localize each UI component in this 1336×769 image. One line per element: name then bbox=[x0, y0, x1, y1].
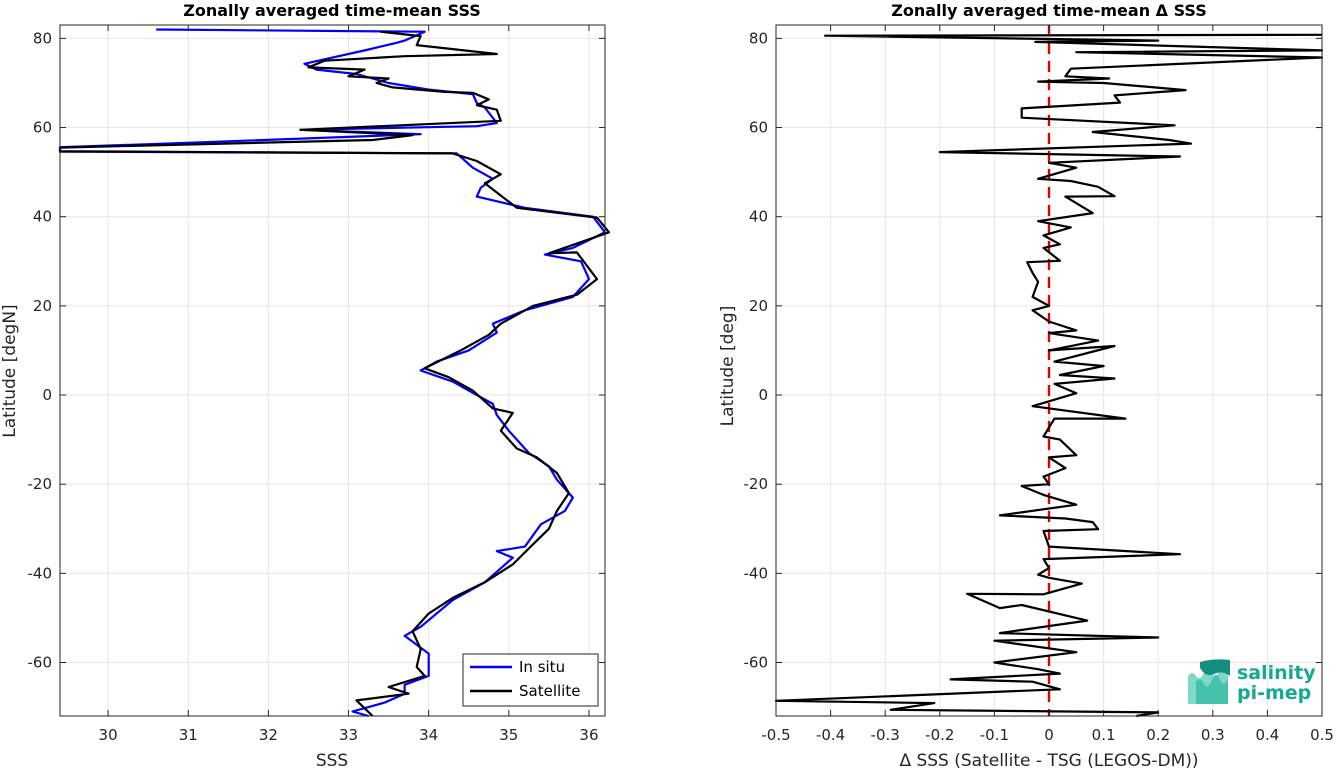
y-tick-label: 20 bbox=[749, 297, 768, 315]
x-tick-label: 33 bbox=[339, 726, 358, 744]
x-tick-label: -0.2 bbox=[925, 726, 954, 744]
ticks-left: 30 31 32 33 34 35 36 -60 -40 -20 0 20 40 60 80 bbox=[28, 25, 605, 744]
ticks-right: -0.5 -0.4 -0.3 -0.2 -0.1 0 0.1 0.2 0.3 0.4 0.5 -60 -… bbox=[744, 25, 1334, 744]
y-tick-label: 40 bbox=[749, 208, 768, 226]
x-tick-label: 0.1 bbox=[1092, 726, 1116, 744]
x-tick-label: 32 bbox=[259, 726, 278, 744]
y-tick-label: -20 bbox=[744, 475, 769, 493]
series-line-delta-sss bbox=[774, 33, 1324, 718]
legend: In situ Satellite bbox=[462, 653, 599, 707]
series-line-satellite bbox=[58, 30, 611, 717]
series-layer-left bbox=[58, 28, 611, 718]
y-tick-label: -40 bbox=[744, 564, 769, 582]
axes-box-left bbox=[59, 24, 606, 717]
chart-title-left: Zonally averaged time-mean SSS bbox=[183, 1, 481, 20]
chart-title-right: Zonally averaged time-mean Δ SSS bbox=[891, 1, 1207, 20]
y-tick-label: 0 bbox=[42, 386, 52, 404]
y-tick-label: -20 bbox=[28, 475, 53, 493]
legend-label-in-situ: In situ bbox=[519, 658, 565, 676]
x-tick-label: 0.5 bbox=[1310, 726, 1334, 744]
y-axis-label-left: Latitude [degN] bbox=[0, 304, 20, 437]
y-tick-label: -60 bbox=[28, 654, 53, 672]
y-tick-label: 40 bbox=[33, 208, 52, 226]
logo-text-pi-mep: pi-mep bbox=[1237, 682, 1311, 704]
y-tick-label: 60 bbox=[33, 119, 52, 137]
y-tick-label: -60 bbox=[744, 654, 769, 672]
x-tick-label: -0.1 bbox=[980, 726, 1009, 744]
x-tick-label: -0.4 bbox=[816, 726, 845, 744]
x-tick-label: 36 bbox=[579, 726, 598, 744]
salinity-pi-mep-logo: salinity pi-mep bbox=[1188, 659, 1316, 704]
x-axis-label-right: Δ SSS (Satellite - TSG (LEGOS-DM)) bbox=[899, 751, 1198, 769]
x-tick-label: 31 bbox=[179, 726, 198, 744]
x-tick-label: 35 bbox=[499, 726, 518, 744]
y-tick-label: 0 bbox=[758, 386, 768, 404]
y-axis-label-right: Latitude [deg] bbox=[718, 306, 738, 427]
x-tick-label: 30 bbox=[99, 726, 118, 744]
y-tick-label: 20 bbox=[33, 297, 52, 315]
y-tick-label: 80 bbox=[33, 29, 52, 47]
x-axis-label-left: SSS bbox=[316, 751, 348, 769]
legend-label-satellite: Satellite bbox=[519, 682, 580, 700]
x-tick-label: 34 bbox=[419, 726, 438, 744]
logo-text-salinity: salinity bbox=[1237, 662, 1316, 684]
panel-left-sss: 30 31 32 33 34 35 36 -60 -40 -20 0 20 40 60 80 Zonally… bbox=[0, 1, 611, 769]
y-tick-label: -40 bbox=[28, 564, 53, 582]
x-tick-label: -0.3 bbox=[871, 726, 900, 744]
x-tick-label: 0.2 bbox=[1146, 726, 1170, 744]
panel-right-delta-sss: -0.5 -0.4 -0.3 -0.2 -0.1 0 0.1 0.2 0.3 0.4 0.5 -60 -… bbox=[718, 1, 1334, 769]
x-tick-label: -0.5 bbox=[761, 726, 790, 744]
legend-box bbox=[462, 653, 599, 707]
x-tick-label: 0 bbox=[1044, 726, 1054, 744]
y-tick-label: 60 bbox=[749, 119, 768, 137]
series-layer-right bbox=[774, 33, 1324, 718]
y-tick-label: 80 bbox=[749, 29, 768, 47]
wave-logo-icon bbox=[1188, 659, 1230, 704]
x-tick-label: 0.3 bbox=[1201, 726, 1225, 744]
x-tick-label: 0.4 bbox=[1255, 726, 1279, 744]
